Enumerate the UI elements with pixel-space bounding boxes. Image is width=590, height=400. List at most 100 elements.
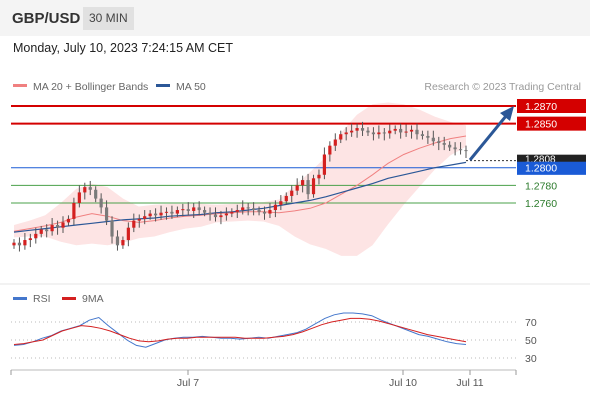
candle-body [230, 211, 234, 214]
forecast-arrow-shaft [468, 115, 508, 161]
candle-body [262, 211, 267, 214]
candle-body [295, 185, 299, 191]
candle-body [159, 212, 163, 216]
candle-body [268, 210, 272, 214]
candle-body [17, 242, 22, 246]
rsi-line [13, 312, 467, 348]
candle-body [121, 240, 125, 246]
candle-body [333, 139, 337, 146]
pivot-tag-front [517, 161, 586, 175]
copyright: Research © 2023 Trading Central [424, 81, 581, 93]
candle-body [72, 203, 76, 219]
level-tag-1.2870 [517, 99, 586, 113]
last-price-tag [517, 154, 586, 164]
candle-body [458, 149, 463, 151]
candle-body [284, 195, 288, 202]
candle-body [94, 189, 98, 199]
candle-body [110, 220, 114, 237]
last-price-label: 1.2808 [525, 155, 556, 166]
forecast-arrow-head [500, 106, 514, 121]
symbol-title: GBP/USD [12, 10, 81, 27]
candle-body [464, 150, 468, 152]
candle-body [382, 132, 386, 134]
candle-body [23, 240, 27, 246]
candle-body [88, 187, 92, 190]
candle-body [61, 222, 65, 228]
candle-body [39, 229, 43, 234]
candle-body [290, 190, 294, 196]
candle-body [99, 198, 103, 208]
moving-averages [13, 135, 467, 233]
candle-body [453, 147, 457, 150]
candle-body [301, 180, 305, 186]
candle-body [431, 137, 435, 142]
level-lines [11, 105, 516, 204]
candle-body [28, 238, 32, 241]
candle-body [137, 218, 141, 221]
pivot-label-front: 1.2800 [525, 163, 557, 175]
candle-body [252, 208, 256, 211]
candle-body [311, 178, 316, 195]
candle-body [219, 215, 223, 218]
candle-body [148, 213, 152, 217]
candle-body [273, 204, 277, 211]
candle-body [175, 210, 179, 214]
candle-body [164, 211, 169, 213]
candle-body [409, 129, 414, 132]
rsi-tick-30: 30 [525, 353, 537, 365]
header-bar: GBP/USD 30 MIN [0, 0, 590, 36]
candle-body [153, 213, 158, 216]
candle-body [208, 212, 212, 215]
candle-body [104, 207, 109, 221]
bollinger-band [14, 102, 466, 256]
candle-body [170, 211, 174, 214]
candle-body [186, 209, 190, 211]
x-tick-label: Jul 11 [456, 377, 483, 389]
rsi-tick-50: 50 [525, 335, 537, 347]
candle-body [66, 218, 71, 223]
candles [12, 121, 468, 252]
candle-body [235, 210, 239, 212]
rsi-panel: 70 50 30 [11, 312, 537, 365]
candle-body [399, 128, 403, 133]
candle-body [322, 154, 327, 175]
x-tick-label: Jul 7 [177, 377, 199, 389]
level-label-1.2850: 1.2850 [525, 119, 557, 131]
rsi-ma-legend-label: 9MA [82, 293, 104, 305]
candle-body [257, 210, 261, 212]
candle-body [371, 132, 376, 135]
candle-body [224, 213, 228, 216]
rsi-legend-label: RSI [33, 293, 51, 305]
rsi-ma-legend-swatch [62, 297, 76, 300]
candle-body [420, 134, 425, 136]
candle-body [350, 130, 354, 133]
candle-body [442, 143, 446, 145]
rsi-ma-line [13, 317, 467, 345]
rsi-tick-70: 70 [525, 317, 537, 329]
candle-body [366, 130, 370, 133]
candle-body [448, 144, 452, 148]
x-tick-label: Jul 10 [389, 377, 417, 389]
candle-body [181, 209, 185, 211]
candle-body [143, 216, 147, 219]
candle-body [404, 131, 408, 133]
timeframe-badge[interactable]: 30 MIN [83, 7, 134, 30]
candle-body [317, 174, 321, 179]
level-tag-1.2850 [517, 116, 586, 131]
candle-body [415, 129, 419, 135]
candle-body [34, 233, 38, 239]
level-label-1.2780: 1.2780 [525, 180, 557, 192]
candle-body [355, 128, 359, 131]
level-label-1.2870: 1.2870 [525, 101, 557, 113]
candle-body [377, 132, 381, 135]
level-labels: 1.28701.28501.28001.27801.27601.28081.28… [517, 99, 586, 210]
candle-body [192, 207, 196, 211]
candle-body [246, 207, 250, 209]
candle-body [426, 135, 430, 138]
candle-body [306, 180, 310, 195]
bollinger-band-area [14, 102, 466, 256]
candle-body [203, 210, 207, 213]
rsi-legend-swatch [13, 297, 27, 300]
